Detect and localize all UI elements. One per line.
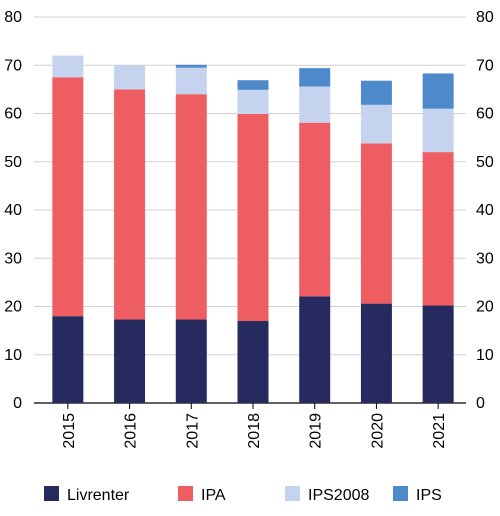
y-tick-label-right: 50 bbox=[476, 154, 494, 171]
y-tick-label-left: 40 bbox=[4, 202, 22, 219]
legend-swatch bbox=[285, 486, 300, 501]
legend-item-ipa: IPA bbox=[178, 486, 226, 504]
bar-segment-livrenter bbox=[175, 319, 207, 403]
y-tick-label-left: 20 bbox=[4, 299, 22, 316]
legend-label: IPS bbox=[416, 487, 442, 504]
x-tick-label: 2017 bbox=[184, 413, 201, 449]
bar-segment-ips2008 bbox=[52, 55, 84, 78]
y-axis-right: 0 10 20 30 40 50 60 70 80 bbox=[476, 9, 494, 412]
y-tick-label-left: 10 bbox=[4, 347, 22, 364]
bar-segment-ipa bbox=[360, 143, 392, 304]
bar-segment-livrenter bbox=[360, 303, 392, 403]
legend-item-ips2008: IPS2008 bbox=[285, 486, 369, 504]
x-tick-label: 2021 bbox=[431, 413, 448, 449]
legend-swatch bbox=[44, 486, 59, 501]
bar-segment-ips bbox=[299, 68, 331, 87]
y-tick-label-right: 30 bbox=[476, 250, 494, 267]
y-tick-label-right: 70 bbox=[476, 57, 494, 74]
bar-segment-livrenter bbox=[237, 320, 269, 403]
legend-label: IPS2008 bbox=[308, 487, 369, 504]
bar-segment-ips2008 bbox=[422, 108, 454, 153]
x-tick-label: 2019 bbox=[308, 413, 325, 449]
bar-segment-livrenter bbox=[52, 316, 84, 403]
bar-segment-livrenter bbox=[299, 296, 331, 403]
legend-item-ips: IPS bbox=[393, 486, 442, 504]
bar-segment-livrenter bbox=[114, 319, 146, 403]
bar-segment-ipa bbox=[175, 94, 207, 320]
bar-segment-ips2008 bbox=[299, 86, 331, 123]
x-tick-label: 2018 bbox=[246, 413, 263, 449]
bar-segment-ips bbox=[175, 64, 207, 68]
bar-segment-ips bbox=[360, 80, 392, 105]
x-tick-label: 2020 bbox=[369, 413, 386, 449]
bar-segment-ipa bbox=[422, 152, 454, 306]
x-axis: 2015 2016 2017 2018 2019 2020 2021 bbox=[61, 403, 448, 449]
legend-swatch bbox=[393, 486, 408, 501]
y-tick-label-right: 10 bbox=[476, 347, 494, 364]
y-tick-label-right: 0 bbox=[476, 395, 485, 412]
bar-segment-ips2008 bbox=[114, 65, 146, 90]
y-tick-label-left: 30 bbox=[4, 250, 22, 267]
bar-segment-ips bbox=[422, 73, 454, 109]
y-tick-label-left: 0 bbox=[13, 395, 22, 412]
x-tick-label: 2016 bbox=[123, 413, 140, 449]
legend: Livrenter IPA IPS2008 IPS bbox=[44, 486, 442, 504]
y-tick-label-left: 60 bbox=[4, 106, 22, 123]
y-axis-left: 0 10 20 30 40 50 60 70 80 bbox=[4, 9, 22, 412]
bar-segment-ips bbox=[237, 80, 269, 90]
y-tick-label-right: 20 bbox=[476, 299, 494, 316]
bar-segment-livrenter bbox=[422, 305, 454, 403]
y-tick-label-right: 60 bbox=[476, 106, 494, 123]
y-tick-label-right: 40 bbox=[476, 202, 494, 219]
x-tick-label: 2015 bbox=[61, 413, 78, 449]
bar-segment-ipa bbox=[299, 122, 331, 297]
bar-segment-ipa bbox=[237, 113, 269, 321]
y-tick-label-left: 70 bbox=[4, 57, 22, 74]
bars bbox=[52, 55, 454, 403]
bar-segment-ipa bbox=[52, 77, 84, 317]
y-tick-label-left: 50 bbox=[4, 154, 22, 171]
bar-segment-ips2008 bbox=[175, 67, 207, 95]
legend-label: Livrenter bbox=[67, 487, 130, 504]
legend-swatch bbox=[178, 486, 193, 501]
bar-segment-ipa bbox=[114, 89, 146, 320]
y-tick-label-right: 80 bbox=[476, 9, 494, 26]
legend-label: IPA bbox=[201, 487, 226, 504]
bar-segment-ips2008 bbox=[360, 104, 392, 144]
y-tick-label-left: 80 bbox=[4, 9, 22, 26]
bar-segment-ips2008 bbox=[237, 89, 269, 114]
legend-item-livrenter: Livrenter bbox=[44, 486, 130, 504]
